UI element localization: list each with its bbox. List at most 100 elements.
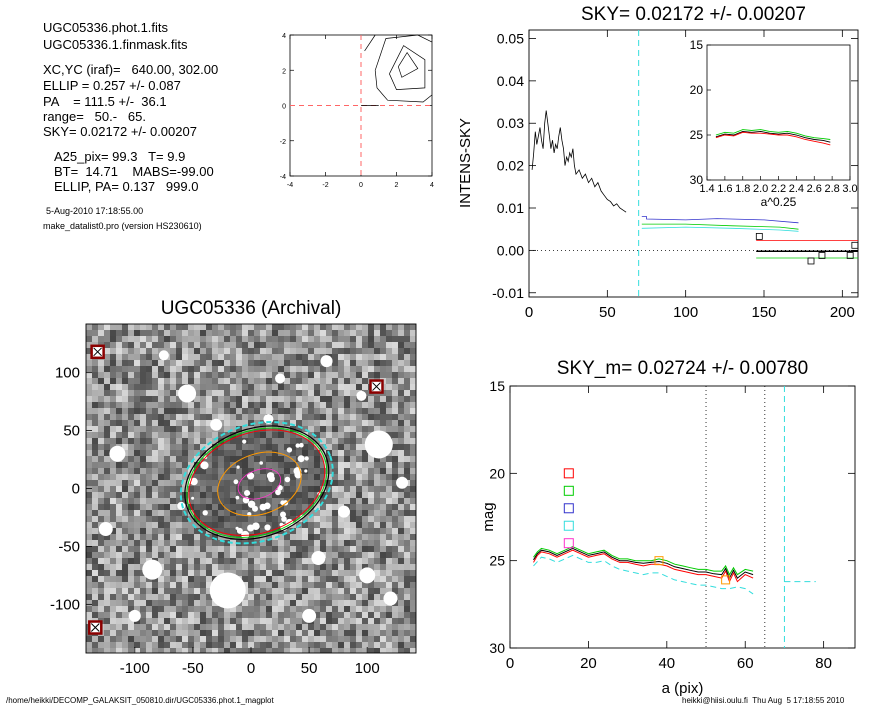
- inset-xtick-label: 1.6: [717, 183, 732, 195]
- masked-star: [359, 567, 376, 584]
- contour-ytick-label: 0: [282, 104, 286, 111]
- inset-xtick-label: 2.8: [824, 183, 839, 195]
- contour-line: [374, 70, 433, 103]
- masked-star-small: [235, 495, 240, 500]
- intens-ytick-label: 0.04: [497, 73, 524, 89]
- masked-star-small: [252, 505, 258, 512]
- image-xtick-label: 0: [247, 660, 255, 677]
- galaxy-image-plot: UGC05336 (Archival) -100 -50 0 50 100 100 50 0 -5…: [50, 298, 417, 677]
- masked-star-small: [236, 465, 240, 469]
- contour-ytick-label: 2: [282, 68, 286, 75]
- intens-square-marker: [818, 252, 826, 259]
- mag-series-black: [533, 547, 754, 580]
- mag-legend-square-blue: [563, 503, 574, 514]
- intens-frame: [528, 29, 859, 298]
- ellipse-orange: [217, 451, 302, 517]
- intens-series-cyan: [641, 226, 799, 232]
- masked-star: [178, 384, 197, 403]
- mag-ytick-label: 15: [489, 378, 505, 394]
- masked-star-small: [233, 479, 239, 485]
- info-pa: PA = 111.5 +/- 36.1: [43, 94, 167, 109]
- masked-star-small: [304, 469, 308, 473]
- image-xtick-label: 50: [301, 660, 318, 677]
- masked-star: [177, 501, 186, 510]
- intens-title: SKY= 0.02172 +/- 0.00207: [581, 4, 806, 25]
- inset-series-green: [715, 129, 831, 140]
- inset-xtick-label: 2.4: [789, 183, 804, 195]
- info-file-mask: UGC05336.1.finmask.fits: [43, 37, 188, 52]
- masked-star: [109, 445, 126, 462]
- inset-frame: [706, 44, 851, 181]
- image-ytick-label: 100: [55, 365, 80, 382]
- ellipse-black: [184, 425, 330, 541]
- mag-xtick-label: 20: [580, 655, 597, 672]
- inset-ytick-label: 15: [690, 38, 704, 52]
- inset-xtick-label: 2.2: [771, 183, 786, 195]
- contour-ytick-label: -2: [280, 139, 286, 146]
- intens-xtick-label: 0: [525, 304, 533, 321]
- reference-star-cross: [93, 347, 102, 357]
- intens-series-black: [531, 110, 627, 213]
- mag-marker-square: [721, 575, 731, 585]
- mag-ytick-label: 20: [489, 465, 505, 481]
- mag-series-green: [533, 546, 754, 576]
- info-ellip-pa: ELLIP, PA= 0.137 999.0: [54, 179, 199, 194]
- image-ytick-label: 50: [63, 423, 80, 440]
- image-xtick-label: -50: [182, 660, 204, 677]
- contour-line: [389, 45, 426, 90]
- inset-xtick-label: 1.8: [735, 183, 750, 195]
- reference-star-cross: [90, 623, 100, 632]
- info-file-phot: UGC05336.phot.1.fits: [43, 20, 169, 35]
- mag-xlabel: a (pix): [662, 680, 704, 697]
- mag-marker-square: [654, 556, 664, 566]
- mag-legend-square-cyan: [563, 520, 574, 531]
- masked-star-small: [284, 476, 291, 483]
- intens-series-blue: [641, 216, 799, 224]
- image-ytick-label: -100: [50, 596, 80, 613]
- intens-ytick-label: -0.01: [492, 285, 524, 301]
- galaxy-body: [188, 428, 325, 538]
- intens-ytick-label: 0.05: [497, 30, 524, 46]
- masked-star: [383, 591, 398, 606]
- masked-star-small: [247, 500, 256, 508]
- ellipse-red: [188, 429, 326, 536]
- contour-ytick-label: 4: [282, 33, 286, 40]
- mag-ytick-label: 30: [489, 640, 505, 656]
- masked-star-small: [304, 456, 309, 461]
- image-ytick-label: 0: [72, 481, 80, 498]
- contour-xtick-label: 2: [395, 182, 399, 189]
- masked-star-small: [247, 472, 255, 480]
- info-center: XC,YC (iraf)= 640.00, 302.00: [43, 62, 219, 77]
- masked-star-small: [264, 524, 271, 531]
- info-a25: A25_pix= 99.3 T= 9.9: [54, 149, 186, 164]
- contour-xtick-label: -2: [322, 182, 328, 189]
- masked-star: [210, 418, 223, 431]
- reference-star-cross: [372, 382, 381, 391]
- masked-star: [241, 530, 250, 539]
- masked-star: [142, 559, 163, 580]
- contour-line: [364, 34, 376, 52]
- masked-star-small: [297, 455, 305, 463]
- contour-xtick-label: 0: [359, 182, 363, 189]
- intens-ytick-label: 0.00: [497, 242, 524, 258]
- intens-square-marker: [851, 241, 859, 249]
- masked-star: [320, 355, 333, 368]
- mag-series-cyan: [533, 554, 754, 595]
- intens-square-marker: [807, 257, 815, 265]
- image-title: UGC05336 (Archival): [161, 298, 342, 319]
- mag-ylabel: mag: [480, 502, 497, 531]
- mag-legend-square-magenta: [563, 538, 574, 549]
- masked-star-small: [281, 516, 287, 522]
- contour-line: [397, 51, 419, 78]
- info-ellip: ELLIP = 0.257 +/- 0.087: [43, 78, 181, 93]
- contour-xtick-label: -4: [287, 182, 293, 189]
- ellipse-inner: [237, 468, 281, 500]
- intens-xtick-label: 100: [673, 304, 698, 321]
- contour-ytick-label: -4: [280, 174, 286, 181]
- masked-star: [275, 373, 286, 384]
- mag-xtick-label: 80: [815, 655, 832, 672]
- info-date: 5-Aug-2010 17:18:55.00: [46, 206, 144, 216]
- masked-star-small: [280, 511, 286, 518]
- mag-legend-square-red: [563, 468, 574, 479]
